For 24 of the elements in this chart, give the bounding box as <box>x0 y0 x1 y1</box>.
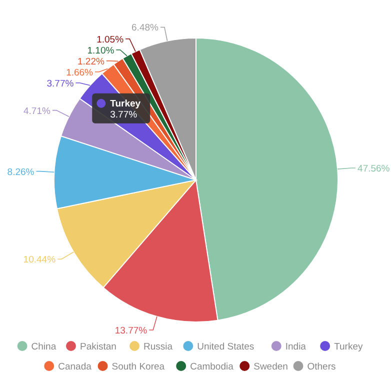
data-label: 1.22% <box>78 56 105 68</box>
legend-label: Others <box>307 362 336 372</box>
data-label: 10.44% <box>23 254 56 266</box>
data-label: 1.05% <box>96 34 124 46</box>
legend-label: Cambodia <box>190 362 234 372</box>
legend-label: China <box>31 342 57 352</box>
data-label: 3.77% <box>46 78 74 90</box>
legend-label: Pakistan <box>80 342 116 352</box>
data-label: 8.26% <box>7 166 35 178</box>
legend-label: South Korea <box>112 362 166 372</box>
data-label: 47.56% <box>358 164 390 175</box>
data-label: 1.66% <box>66 67 94 78</box>
data-label: 1.10% <box>87 45 115 56</box>
legend-label: United States <box>197 342 254 352</box>
text: 3.77% <box>110 109 138 120</box>
legend-label: Canada <box>58 362 92 372</box>
data-label: 4.71% <box>23 106 51 117</box>
data-label: 6.48% <box>132 22 160 34</box>
legend-label: Russia <box>144 342 174 352</box>
legend-label: India <box>285 342 307 352</box>
legend-label: Turkey <box>334 342 363 352</box>
data-label: 13.77% <box>114 325 148 336</box>
legend-label: Sweden <box>254 362 288 372</box>
text: Turkey <box>110 98 142 110</box>
